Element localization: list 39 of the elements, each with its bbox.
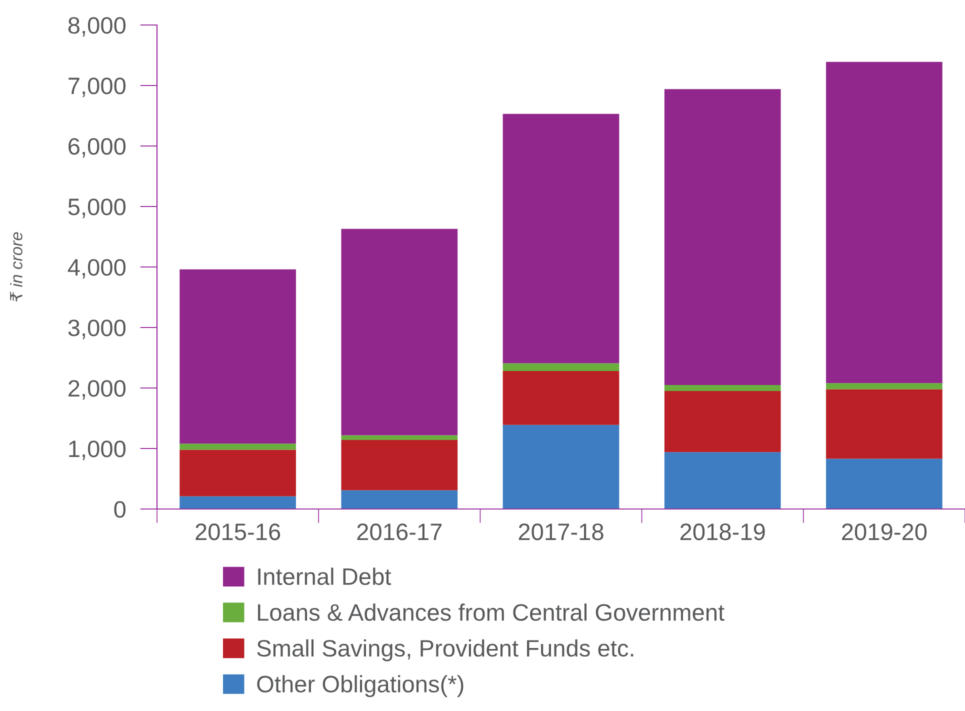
y-tick-label: 5,000: [68, 198, 126, 218]
bar: [502, 363, 620, 372]
bar: [341, 490, 458, 509]
bar: [664, 452, 781, 509]
y-axis-title: ₹ in crore: [10, 232, 22, 302]
x-tick-label: 2017-18: [518, 524, 604, 540]
bar: [502, 424, 620, 509]
bar: [826, 389, 942, 459]
bar: [341, 440, 458, 490]
legend-label: Internal Debt: [258, 568, 392, 586]
x-tick-label: 2018-19: [680, 524, 765, 540]
y-tick-label: 7,000: [68, 78, 126, 98]
bar: [180, 450, 296, 496]
bar: [180, 496, 296, 509]
bar: [341, 228, 458, 436]
y-tick-label: 8,000: [68, 17, 126, 37]
y-tick-label: 4,000: [68, 259, 126, 279]
bar: [341, 435, 458, 440]
y-tick-label: 1,000: [69, 440, 126, 460]
bar: [180, 269, 296, 444]
bar: [664, 384, 781, 392]
bar: [826, 62, 942, 384]
bar: [502, 114, 620, 364]
bar: [826, 383, 942, 390]
legend-label: Loans & Advances from Central Government: [258, 604, 724, 621]
legend-label: Other Obligations(*): [257, 675, 464, 698]
y-tick-label: 2,000: [68, 380, 126, 400]
y-tick-label: 0: [114, 501, 126, 518]
x-tick-label: 2016-17: [357, 524, 442, 540]
x-tick-label: 2019-20: [842, 524, 927, 540]
y-tick-label: 3,000: [68, 320, 126, 340]
bar: [664, 391, 781, 452]
x-tick-label: 2015-16: [196, 524, 280, 540]
bar: [502, 371, 620, 425]
legend-label: Small Savings, Provident Funds etc.: [257, 639, 634, 662]
bar: [664, 89, 781, 385]
bar: [180, 444, 296, 450]
bar: [826, 458, 942, 509]
y-tick-label: 6,000: [68, 138, 126, 158]
